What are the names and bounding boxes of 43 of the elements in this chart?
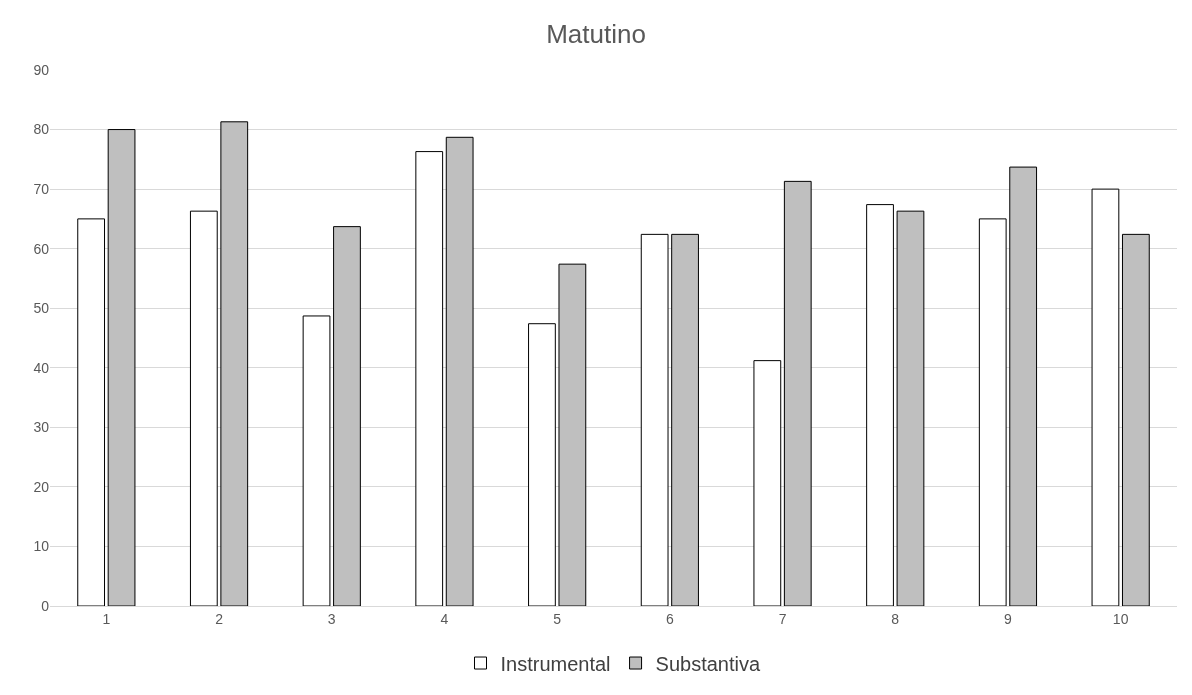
bar xyxy=(1091,188,1120,606)
y-tick-label: 30 xyxy=(33,419,50,436)
x-tick-label: 4 xyxy=(440,610,449,627)
x-tick-label: 2 xyxy=(215,610,224,627)
bar xyxy=(978,218,1007,606)
bar xyxy=(671,233,699,606)
bar xyxy=(753,360,782,606)
bar xyxy=(107,129,136,606)
y-tick-label: 40 xyxy=(33,359,50,376)
bar xyxy=(558,263,587,606)
y-tick-label: 80 xyxy=(33,121,50,138)
x-tick-label: 3 xyxy=(327,610,336,627)
y-tick-label: 60 xyxy=(33,240,50,257)
bar xyxy=(640,233,669,606)
x-tick-label: 6 xyxy=(665,610,674,627)
bar xyxy=(220,121,249,606)
bar xyxy=(896,210,925,606)
bar xyxy=(189,210,218,606)
y-tick-label: 50 xyxy=(33,300,50,317)
legend-label: Substantiva xyxy=(655,652,761,675)
bar xyxy=(302,315,331,606)
x-tick-label: 5 xyxy=(553,610,562,627)
bar xyxy=(415,151,444,606)
x-tick-label: 8 xyxy=(891,610,900,627)
x-tick-label: 9 xyxy=(1004,610,1013,627)
x-tick-label: 1 xyxy=(102,610,111,627)
y-tick-label: 90 xyxy=(33,61,50,78)
chart-title: Matutino xyxy=(546,18,646,49)
bar xyxy=(1121,233,1150,606)
bar xyxy=(528,323,556,606)
legend-label: Instrumental xyxy=(500,652,611,675)
y-tick-label: 0 xyxy=(41,597,50,614)
bar xyxy=(1009,166,1038,606)
x-tick-label: 10 xyxy=(1112,610,1129,627)
y-tick-label: 10 xyxy=(33,538,50,555)
bar xyxy=(866,204,894,606)
bar xyxy=(445,136,474,606)
bar xyxy=(783,180,812,606)
x-tick-label: 7 xyxy=(778,610,787,627)
bar xyxy=(333,226,361,606)
bar xyxy=(77,218,106,606)
y-tick-label: 70 xyxy=(33,181,50,198)
y-tick-label: 20 xyxy=(33,478,50,495)
